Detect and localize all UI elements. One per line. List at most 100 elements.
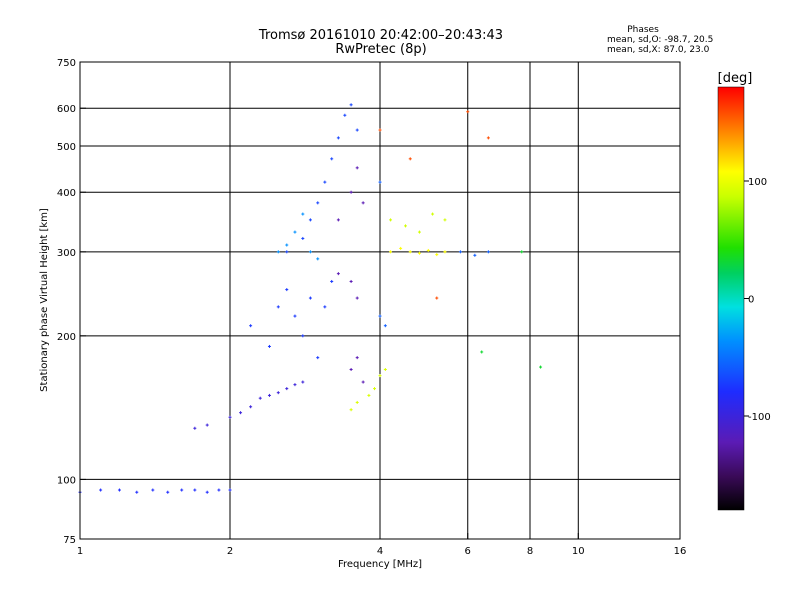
data-point bbox=[361, 201, 365, 205]
data-point bbox=[293, 383, 297, 387]
y-tick-label: 200 bbox=[57, 332, 76, 343]
x-axis: 1 2 4 6 8 10 16 bbox=[77, 533, 687, 557]
data-point bbox=[316, 201, 320, 205]
data-point bbox=[378, 374, 382, 378]
data-point bbox=[443, 250, 447, 254]
data-point bbox=[486, 136, 490, 140]
data-point bbox=[539, 365, 543, 369]
data-point bbox=[301, 212, 305, 216]
data-point bbox=[480, 350, 484, 354]
data-point bbox=[293, 314, 297, 318]
data-point bbox=[383, 324, 387, 328]
y-tick-label: 75 bbox=[63, 535, 76, 546]
y-tick-label: 400 bbox=[57, 188, 76, 199]
x-tick-label: 8 bbox=[527, 546, 533, 557]
data-point bbox=[399, 246, 403, 250]
data-point bbox=[276, 305, 280, 309]
data-point bbox=[520, 250, 524, 254]
data-point bbox=[166, 490, 170, 494]
data-point bbox=[361, 380, 365, 384]
y-tick-label: 100 bbox=[57, 475, 76, 486]
data-point bbox=[343, 113, 347, 117]
data-point bbox=[308, 218, 312, 222]
data-point bbox=[458, 250, 462, 254]
colorbar-label: [deg] bbox=[718, 71, 753, 86]
data-point bbox=[435, 253, 439, 257]
x-tick-label: 2 bbox=[227, 546, 233, 557]
data-point bbox=[193, 488, 197, 492]
data-point bbox=[355, 128, 359, 132]
y-tick-label: 300 bbox=[57, 248, 76, 259]
data-point bbox=[99, 488, 103, 492]
data-point bbox=[473, 253, 477, 257]
data-point bbox=[276, 391, 280, 395]
data-point bbox=[355, 400, 359, 404]
data-point bbox=[249, 324, 253, 328]
data-point bbox=[378, 128, 382, 132]
data-point bbox=[258, 396, 262, 400]
data-point bbox=[417, 251, 421, 255]
colorbar-tick-label: 0 bbox=[748, 295, 754, 306]
data-point bbox=[435, 296, 439, 300]
x-tick-label: 10 bbox=[572, 546, 585, 557]
data-point bbox=[267, 344, 271, 348]
data-point bbox=[349, 279, 353, 283]
data-point bbox=[285, 387, 289, 391]
phases-title: Phases bbox=[627, 25, 659, 35]
data-point bbox=[217, 488, 221, 492]
data-point bbox=[205, 490, 209, 494]
data-point bbox=[355, 166, 359, 170]
x-tick-label: 4 bbox=[377, 546, 383, 557]
chart-subtitle: RwPretec (8p) bbox=[335, 42, 426, 57]
data-point bbox=[336, 136, 340, 140]
grid bbox=[80, 62, 680, 539]
data-point bbox=[349, 367, 353, 371]
data-point bbox=[349, 408, 353, 412]
data-point bbox=[403, 224, 407, 228]
data-point bbox=[323, 305, 327, 309]
y-tick-label: 750 bbox=[57, 58, 76, 69]
data-point bbox=[239, 411, 243, 415]
data-point bbox=[378, 180, 382, 184]
data-point bbox=[180, 488, 184, 492]
data-point bbox=[301, 236, 305, 240]
data-point bbox=[408, 157, 412, 161]
colorbar bbox=[717, 86, 745, 511]
data-point bbox=[316, 257, 320, 261]
data-point bbox=[355, 296, 359, 300]
colorbar-ticks: 100 0 -100 bbox=[744, 177, 771, 423]
data-point bbox=[408, 250, 412, 254]
data-point bbox=[285, 243, 289, 247]
data-point bbox=[228, 488, 232, 492]
x-tick-label: 6 bbox=[465, 546, 471, 557]
y-tick-label: 500 bbox=[57, 142, 76, 153]
data-point bbox=[417, 230, 421, 234]
data-point bbox=[308, 296, 312, 300]
data-point bbox=[276, 250, 280, 254]
data-point bbox=[383, 367, 387, 371]
data-point bbox=[285, 288, 289, 292]
data-point bbox=[301, 380, 305, 384]
data-point bbox=[389, 250, 393, 254]
colorbar-tick-label: 100 bbox=[748, 177, 767, 188]
data-point bbox=[330, 157, 334, 161]
colorbar-tick-label: -100 bbox=[748, 412, 771, 423]
data-point bbox=[267, 393, 271, 397]
data-point bbox=[323, 180, 327, 184]
data-point bbox=[486, 250, 490, 254]
data-point bbox=[249, 405, 253, 409]
data-point bbox=[285, 250, 289, 254]
data-point bbox=[293, 230, 297, 234]
data-point bbox=[431, 212, 435, 216]
data-point bbox=[308, 250, 312, 254]
phases-line-x: mean, sd,X: 87.0, 23.0 bbox=[607, 45, 710, 55]
y-tick-label: 600 bbox=[57, 104, 76, 115]
data-point bbox=[117, 488, 121, 492]
y-axis-label: Stationary phase Virtual Height [km] bbox=[39, 208, 50, 392]
phases-line-o: mean, sd,O: -98.7, 20.5 bbox=[607, 35, 713, 45]
data-point bbox=[349, 190, 353, 194]
data-point bbox=[373, 387, 377, 391]
x-tick-label: 16 bbox=[674, 546, 687, 557]
